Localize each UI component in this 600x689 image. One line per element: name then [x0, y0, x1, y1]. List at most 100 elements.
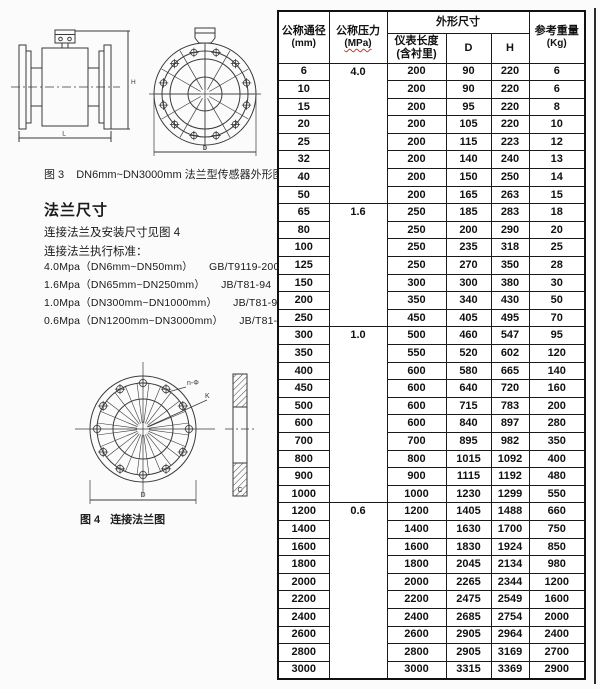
- cell-meter-length: 2800: [386, 643, 447, 662]
- table-row: 2000 2000 2265 2344 1200: [277, 572, 586, 592]
- figure4-caption: 图 4 连接法兰图: [80, 511, 165, 527]
- cell-d: 1405: [445, 502, 492, 521]
- cell-h: 547: [490, 326, 530, 345]
- header-weight-unit: (Kg): [546, 37, 567, 49]
- table-header: 公称通径 (mm) 公称压力 (MPa) 外形尺寸 参考重量 (Kg): [277, 10, 586, 64]
- cell-weight: 2700: [528, 643, 586, 662]
- cell-meter-length: 550: [386, 344, 447, 363]
- cell-meter-length: 2600: [386, 625, 447, 645]
- standard-code: JB/T81-94: [233, 297, 284, 309]
- dim-label-h: H: [131, 79, 136, 86]
- dimension-table-body: 6 4.0 200 90 220 6 10 200 90 220 6 15 200 95 220 8 20 200…: [277, 62, 586, 680]
- page-edge-line: [594, 8, 596, 684]
- table-row: 1200 0.6 1200 1405 1488 660: [277, 502, 586, 680]
- header-meter-length: 仪表长度 (含衬里): [386, 32, 447, 64]
- cell-meter-length: 200: [386, 168, 447, 187]
- cell-weight: 14: [528, 168, 586, 187]
- cell-d: 520: [445, 344, 492, 363]
- cell-diameter: 125: [277, 256, 330, 275]
- table-row: 2600 2600 2905 2964 2400: [277, 625, 586, 645]
- cell-d: 460: [445, 326, 492, 345]
- cell-meter-length: 300: [386, 273, 447, 293]
- cell-h: 2549: [490, 590, 530, 609]
- table-row: 250 450 405 495 70: [277, 308, 586, 328]
- cell-weight: 400: [528, 449, 586, 469]
- cell-h: 2754: [490, 607, 530, 627]
- dim-label-n-phi: n-Φ: [187, 380, 199, 387]
- cell-weight: 12: [528, 132, 586, 152]
- table-row: 1600 1600 1830 1924 850: [277, 537, 586, 557]
- cell-d: 2905: [445, 625, 492, 645]
- standard-spec: 4.0Mpa（DN6mm~DN50mm）: [44, 261, 193, 273]
- cell-meter-length: 800: [386, 449, 447, 469]
- table-row: 20 200 105 220 10: [277, 115, 586, 134]
- dim-label-l: L: [62, 131, 66, 138]
- cell-weight: 980: [528, 555, 586, 574]
- cell-diameter: 1600: [277, 537, 330, 557]
- cell-h: 602: [490, 344, 530, 363]
- cell-meter-length: 200: [386, 115, 447, 134]
- cell-diameter: 1400: [277, 519, 330, 539]
- cell-diameter: 200: [277, 291, 330, 310]
- cell-d: 165: [445, 185, 492, 205]
- table-row: 1400 1400 1630 1700 750: [277, 519, 586, 539]
- cell-meter-length: 250: [386, 238, 447, 258]
- table-row: 200 350 340 430 50: [277, 291, 586, 310]
- cell-d: 2905: [445, 643, 492, 662]
- cell-h: 1192: [490, 467, 530, 486]
- cell-h: 223: [490, 132, 530, 152]
- cell-diameter: 2600: [277, 625, 330, 645]
- cell-h: 430: [490, 291, 530, 310]
- cell-meter-length: 600: [386, 361, 447, 381]
- table-row: 3000 3000 3315 3369 2900: [277, 660, 586, 680]
- standard-code: JB/T81-94: [221, 279, 272, 291]
- cell-h: 263: [490, 185, 530, 205]
- table-row: 2800 2800 2905 3169 2700: [277, 643, 586, 662]
- cell-h: 1700: [490, 519, 530, 539]
- cell-meter-length: 700: [386, 431, 447, 451]
- cell-h: 665: [490, 361, 530, 381]
- header-outline-dims: 外形尺寸: [386, 10, 530, 34]
- table-row: 32 200 140 240 13: [277, 150, 586, 170]
- cell-weight: 480: [528, 467, 586, 486]
- standard-line: 1.6Mpa（DN65mm~DN250mm） JB/T81-94: [44, 277, 271, 292]
- cell-meter-length: 600: [386, 379, 447, 398]
- cell-diameter: 50: [277, 185, 330, 205]
- cell-meter-length: 1600: [386, 537, 447, 557]
- cell-weight: 50: [528, 291, 586, 310]
- cell-diameter: 32: [277, 150, 330, 170]
- cell-meter-length: 1400: [386, 519, 447, 539]
- cell-diameter: 1000: [277, 484, 330, 504]
- cell-diameter: 10: [277, 80, 330, 99]
- cell-weight: 120: [528, 344, 586, 363]
- header-diameter-label: 公称通径: [281, 25, 326, 38]
- cell-diameter: 20: [277, 115, 330, 134]
- cell-h: 720: [490, 379, 530, 398]
- cell-diameter: 2400: [277, 607, 330, 627]
- standard-code: GB/T9119-2000: [209, 261, 286, 273]
- cell-h: 1092: [490, 449, 530, 469]
- cell-d: 200: [445, 220, 492, 240]
- cell-weight: 1600: [528, 590, 586, 609]
- cell-h: 2964: [490, 625, 530, 645]
- table-row: 25 200 115 223 12: [277, 132, 586, 152]
- table-row: 1000 1000 1230 1299 550: [277, 484, 586, 504]
- cell-diameter: 2200: [277, 590, 330, 609]
- table-row: 125 250 270 350 28: [277, 256, 586, 275]
- cell-h: 220: [490, 115, 530, 134]
- cell-diameter: 900: [277, 467, 330, 486]
- cell-d: 95: [445, 97, 492, 117]
- table-row: 50 200 165 263 15: [277, 185, 586, 205]
- cell-diameter: 800: [277, 449, 330, 469]
- cell-meter-length: 500: [386, 326, 447, 345]
- cell-diameter: 1200: [277, 502, 330, 521]
- cell-weight: 550: [528, 484, 586, 504]
- dim-label-d: D: [203, 145, 208, 152]
- cell-meter-length: 1000: [386, 484, 447, 504]
- cell-h: 318: [490, 238, 530, 258]
- table-row: 350 550 520 602 120: [277, 344, 586, 363]
- cell-diameter: 2000: [277, 572, 330, 592]
- cell-d: 1630: [445, 519, 492, 539]
- cell-h: 350: [490, 256, 530, 275]
- cell-weight: 2000: [528, 607, 586, 627]
